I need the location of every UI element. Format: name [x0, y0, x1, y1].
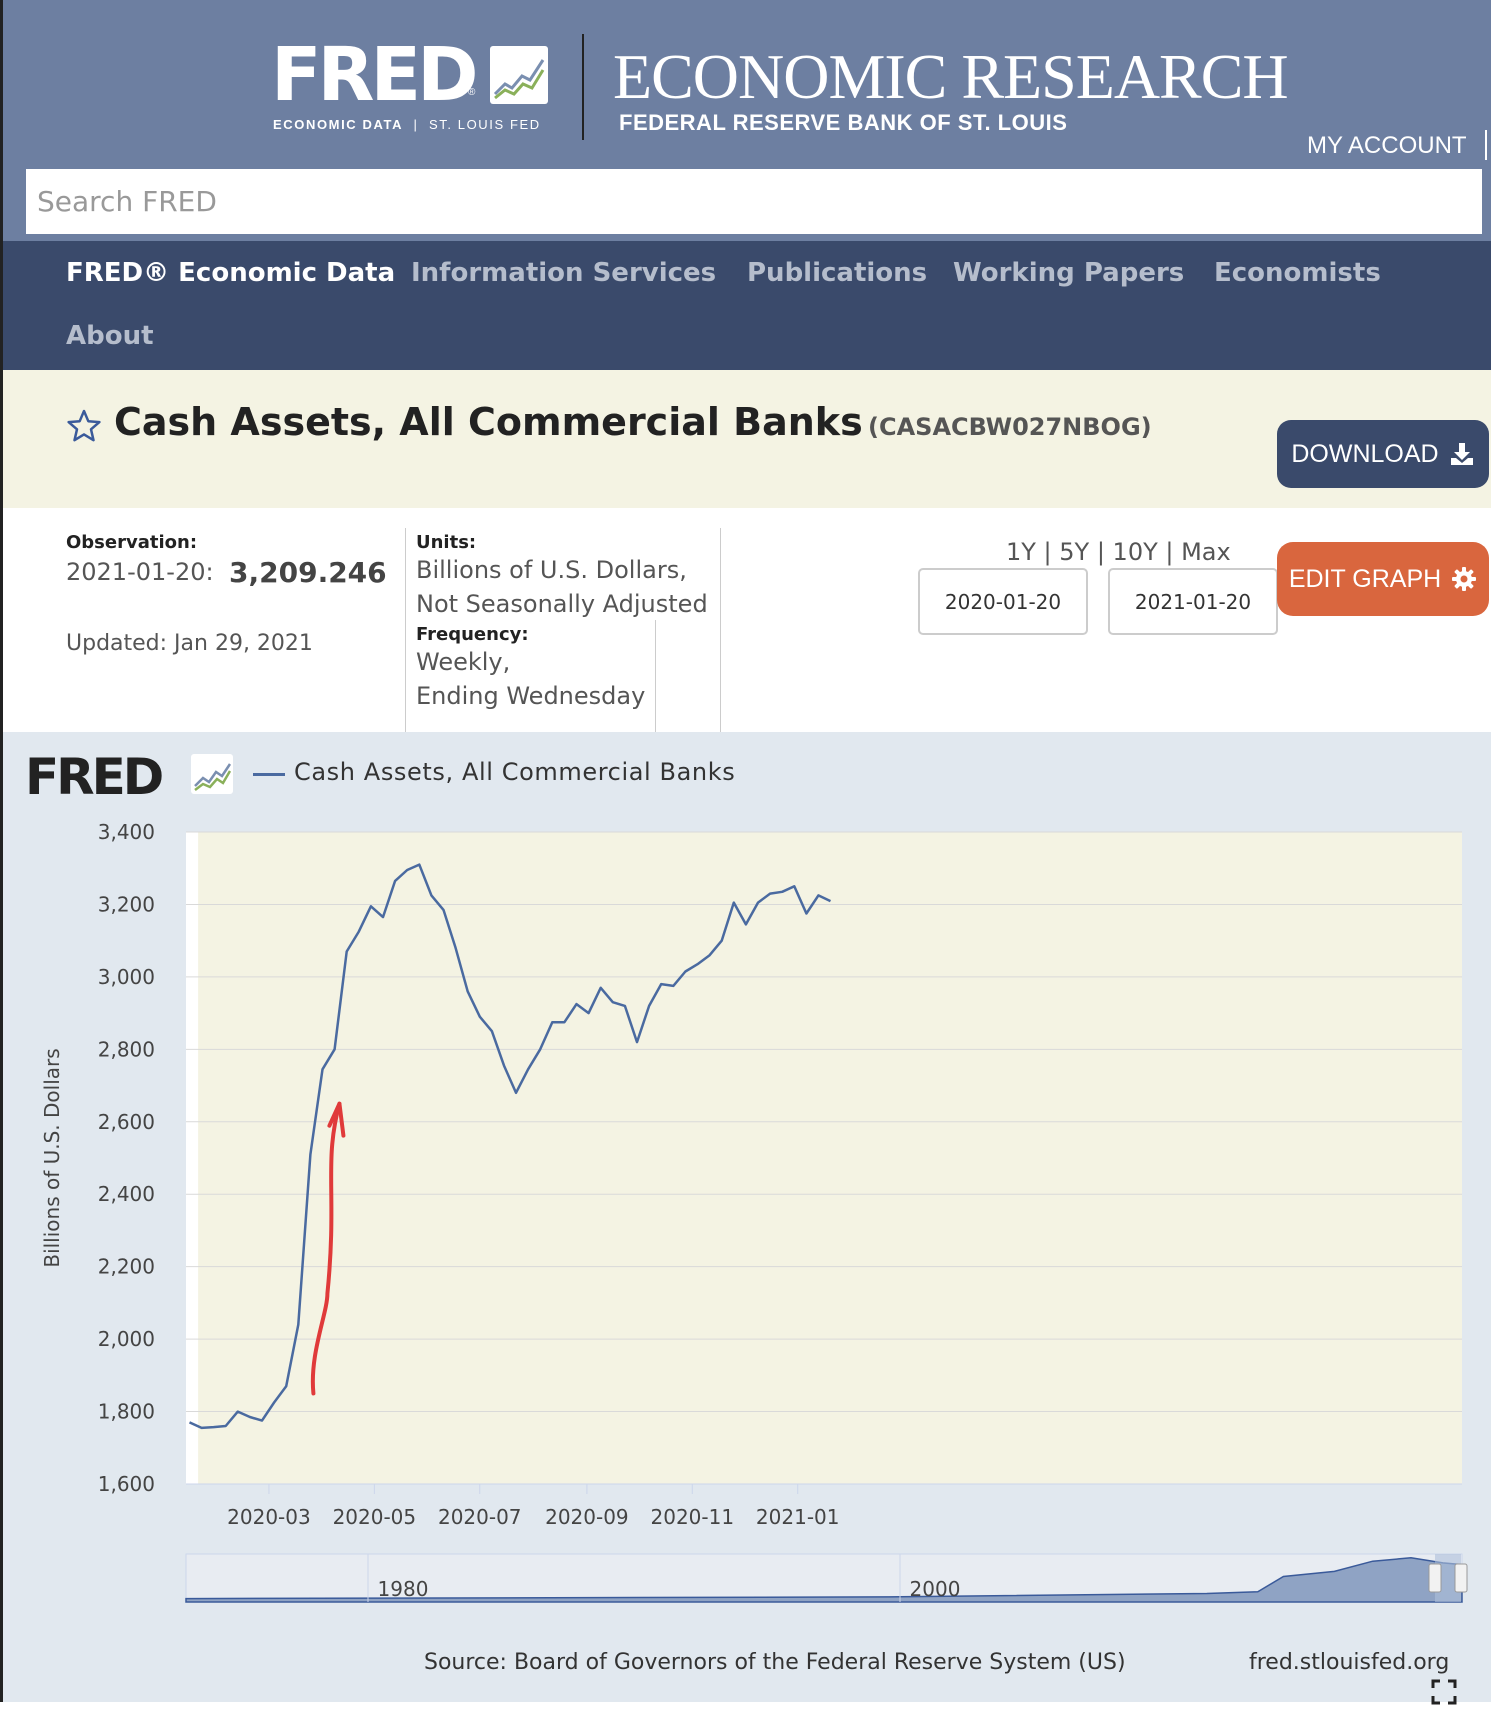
plot-shaded-region: [198, 832, 1463, 1484]
series-line: [188, 863, 832, 1430]
x-tick-label: 2020-05: [333, 1505, 417, 1529]
navigator-handle[interactable]: [1428, 1563, 1442, 1593]
x-tick-label: 2021-01: [756, 1505, 840, 1529]
fullscreen-icon[interactable]: [1430, 1678, 1458, 1706]
y-tick-label: 3,200: [98, 892, 155, 916]
end-date-input[interactable]: 2021-01-20: [1108, 568, 1278, 635]
y-tick-label: 1,800: [98, 1400, 155, 1424]
graph-panel: 1,600 1,800 2,000 2,200 2,400 2,600 2,800 3,000…: [0, 732, 1491, 1705]
graph-fred-logo: FRED: [25, 748, 164, 806]
edit-graph-button[interactable]: EDIT GRAPH: [1277, 542, 1489, 616]
x-tick-label: 2020-09: [545, 1505, 629, 1529]
frequency-value-line1: Weekly,: [416, 648, 511, 676]
site-link[interactable]: fred.stlouisfed.org: [1249, 1650, 1450, 1675]
fred-logo-subtitle: ECONOMIC DATA | ST. LOUIS FED: [273, 117, 541, 132]
meta-divider: [405, 528, 406, 732]
x-tick-label: 2020-07: [438, 1505, 522, 1529]
star-icon[interactable]: [66, 408, 102, 444]
meta-divider: [655, 620, 656, 732]
nav-information-services[interactable]: Information Services: [411, 258, 717, 288]
frequency-label: Frequency:: [416, 624, 529, 645]
y-tick-label: 2,000: [98, 1327, 155, 1351]
x-tick-label: 2020-03: [227, 1505, 311, 1529]
search-input[interactable]: [26, 169, 1482, 234]
nav-fred-economic-data[interactable]: FRED® Economic Data: [66, 258, 396, 288]
header-divider: [582, 34, 584, 140]
series-title-band: Cash Assets, All Commercial Banks (CASAC…: [0, 370, 1491, 508]
fred-logo[interactable]: FRED: [271, 32, 479, 118]
legend-swatch: [253, 773, 285, 776]
bank-name: FEDERAL RESERVE BANK OF ST. LOUIS: [619, 110, 1068, 135]
y-tick-label: 1,600: [98, 1472, 155, 1496]
series-id: (CASACBW027NBOG): [868, 413, 1152, 441]
units-value-line2: Not Seasonally Adjusted: [416, 590, 708, 618]
navigator-year-label: 1980: [378, 1577, 429, 1601]
nav-publications[interactable]: Publications: [747, 258, 928, 288]
annotation-arrow: [310, 1101, 342, 1396]
y-tick-label: 3,000: [98, 965, 155, 989]
y-tick-label: 2,800: [98, 1037, 155, 1061]
x-tick-label: 2020-11: [651, 1505, 735, 1529]
legend-label[interactable]: Cash Assets, All Commercial Banks: [294, 758, 736, 786]
units-value-line1: Billions of U.S. Dollars,: [416, 556, 687, 584]
annotation-arrowhead: [327, 1101, 346, 1138]
download-icon: [1450, 443, 1473, 465]
frequency-value-line2: Ending Wednesday: [416, 682, 646, 710]
download-label: DOWNLOAD: [1291, 439, 1439, 468]
fred-logo-registered: ®: [468, 87, 476, 98]
nav-working-papers[interactable]: Working Papers: [953, 258, 1185, 288]
y-tick-label: 2,400: [98, 1182, 155, 1206]
series-title: Cash Assets, All Commercial Banks: [114, 400, 863, 444]
meta-divider: [720, 528, 721, 732]
my-account-link[interactable]: MY ACCOUNT: [1307, 132, 1467, 159]
fred-chart-icon: [490, 46, 548, 104]
gear-icon: [1452, 567, 1477, 591]
start-date-input[interactable]: 2020-01-20: [918, 568, 1088, 635]
economic-research-title[interactable]: ECONOMIC RESEARCH: [613, 41, 1289, 112]
source-text: Source: Board of Governors of the Federa…: [424, 1650, 1126, 1675]
main-nav: FRED® Economic Data Information Services…: [0, 241, 1491, 370]
nav-about[interactable]: About: [66, 321, 154, 351]
observation-date: 2021-01-20:: [66, 558, 214, 586]
series-meta: Observation: 2021-01-20: 3,209.246 Updat…: [0, 508, 1491, 732]
navigator-handle[interactable]: [1454, 1563, 1468, 1593]
range-links[interactable]: 1Y | 5Y | 10Y | Max: [1006, 538, 1231, 566]
site-header: FRED ® ECONOMIC DATA | ST. LOUIS FED ECO…: [0, 0, 1491, 241]
navigator-year-label: 2000: [910, 1577, 961, 1601]
units-label: Units:: [416, 532, 477, 553]
y-tick-label: 3,400: [98, 820, 155, 844]
chart[interactable]: 1,600 1,800 2,000 2,200 2,400 2,600 2,800 3,000…: [3, 732, 1491, 1702]
observation-value: 3,209.246: [229, 556, 387, 589]
download-button[interactable]: DOWNLOAD: [1277, 420, 1489, 488]
account-separator: [1485, 130, 1487, 160]
observation-label: Observation:: [66, 532, 198, 553]
edit-graph-label: EDIT GRAPH: [1288, 564, 1442, 593]
y-tick-label: 2,200: [98, 1255, 155, 1279]
nav-economists[interactable]: Economists: [1214, 258, 1381, 288]
y-axis-title: Billions of U.S. Dollars: [40, 1048, 64, 1267]
y-tick-label: 2,600: [98, 1110, 155, 1134]
graph-fred-chart-icon: [191, 754, 233, 794]
updated-date: Updated: Jan 29, 2021: [66, 631, 313, 656]
